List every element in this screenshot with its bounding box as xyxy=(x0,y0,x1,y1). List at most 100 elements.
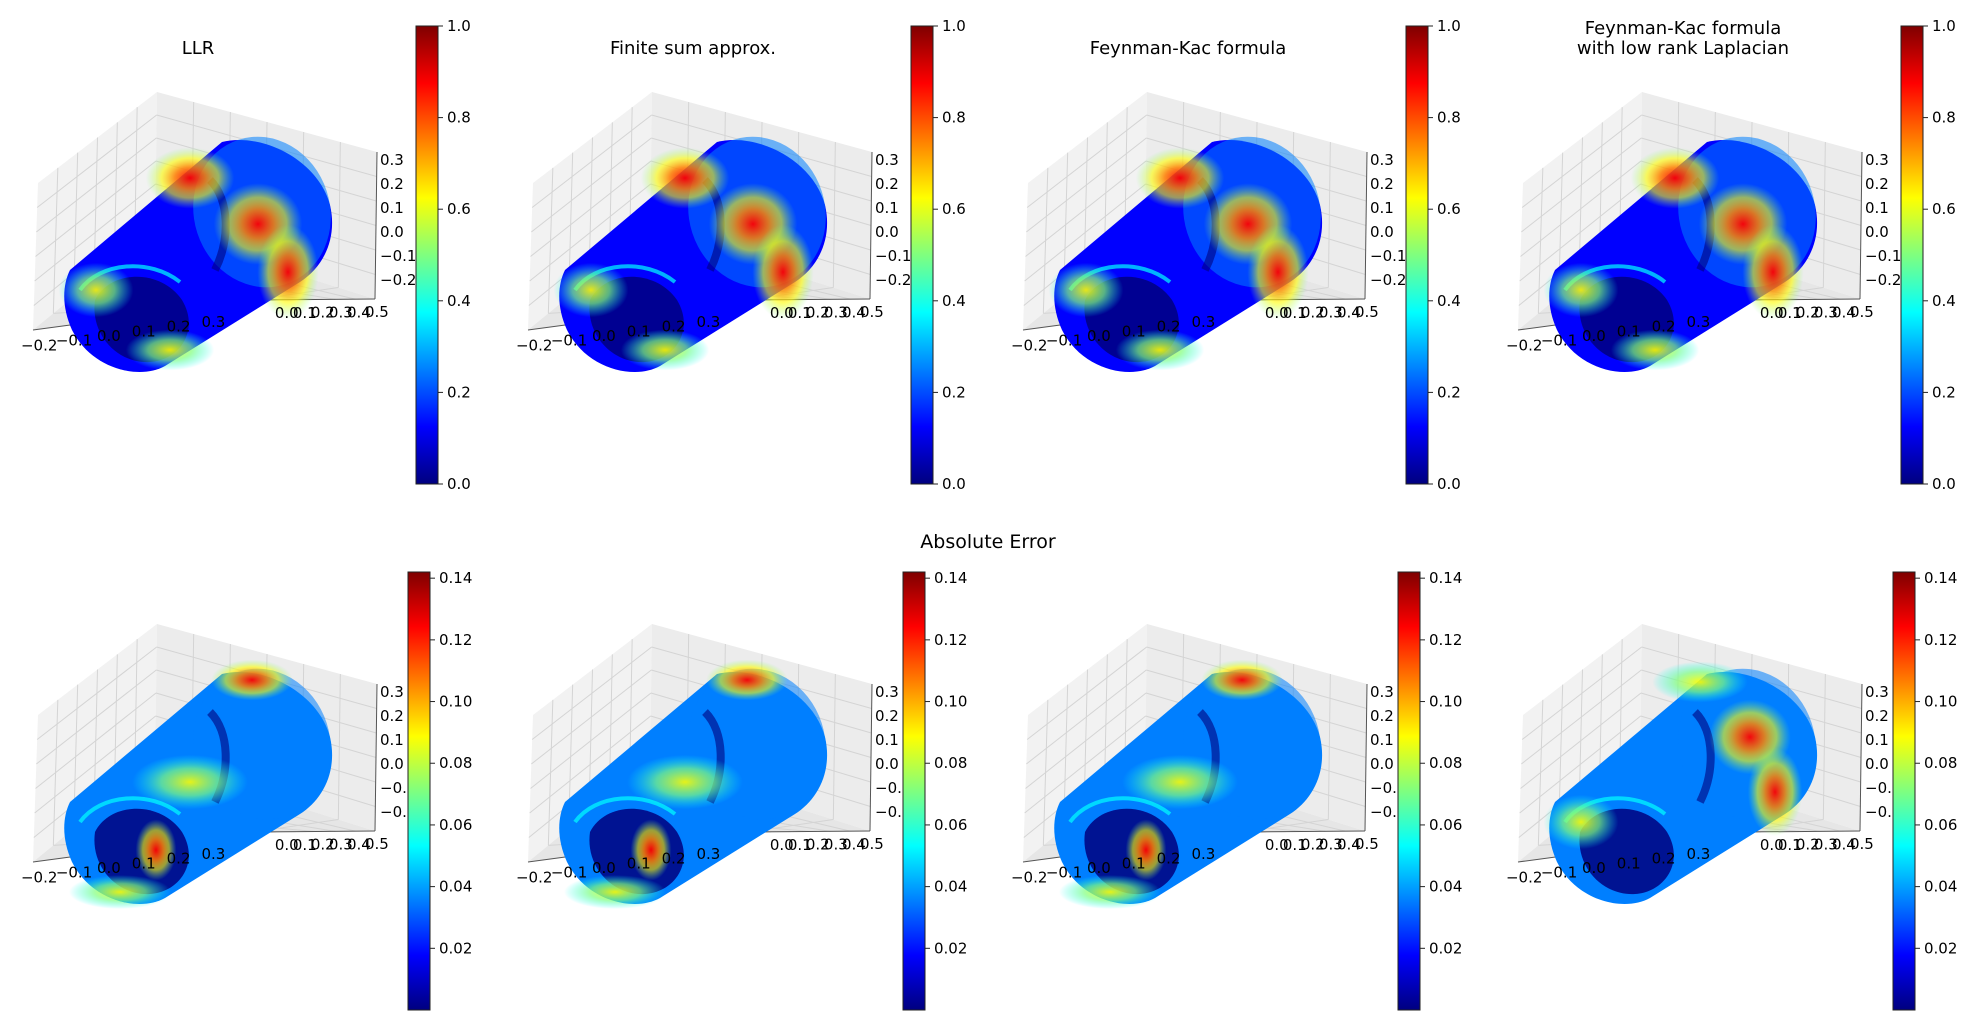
x-tick-label: 0.3 xyxy=(1191,845,1215,863)
x-tick-label: 0.1 xyxy=(1122,854,1146,872)
colorbar-tick-label: 0.12 xyxy=(439,631,472,649)
z-axis-line xyxy=(1859,151,1863,300)
hotspot-top-band xyxy=(1652,661,1748,703)
colorbar-tick-label: 0.12 xyxy=(934,631,967,649)
hotspot-inner-ring-spot xyxy=(1125,819,1167,881)
x-tick-label: −0.2 xyxy=(1011,336,1047,354)
colorbar-tick-label: 0.4 xyxy=(447,292,471,310)
hotspot-top-left-peak xyxy=(1630,147,1720,209)
y-tick-label: 0.5 xyxy=(1850,835,1874,853)
x-tick-label: 0.2 xyxy=(662,850,686,868)
colorbar-tick-label: 0.14 xyxy=(439,569,472,587)
surface xyxy=(553,136,828,372)
hotspot-bottom-edge xyxy=(125,329,215,371)
x-tick-label: 0.1 xyxy=(132,854,156,872)
y-tick-label: 0.2 xyxy=(1301,304,1325,322)
hotspot-left-ring xyxy=(553,262,629,318)
x-tick-label: 0.2 xyxy=(662,318,686,336)
x-tick-label: 0.0 xyxy=(1582,327,1606,345)
y-tick-label: 0.0 xyxy=(770,304,794,322)
surface xyxy=(559,659,828,909)
z-tick-label: 0.0 xyxy=(380,755,404,773)
y-tick-label: 0.0 xyxy=(275,836,299,854)
subplot-title-line: with low rank Laplacian xyxy=(1577,38,1789,59)
z-tick-label: 0.0 xyxy=(1370,223,1394,241)
x-tick-label: 0.2 xyxy=(1157,318,1181,336)
colorbar-tick-label: 1.0 xyxy=(1932,17,1956,35)
back-pane xyxy=(1518,624,1642,862)
x-tick-label: −0.2 xyxy=(516,868,552,886)
colorbar-tick-label: 0.04 xyxy=(1924,878,1957,896)
y-tick-label: 0.0 xyxy=(275,304,299,322)
hotspot-left-ring xyxy=(58,262,134,318)
colorbar-tick-label: 0.6 xyxy=(1932,200,1956,218)
x-tick-label: 0.2 xyxy=(1157,850,1181,868)
colorbar-tick-label: 0.08 xyxy=(439,754,472,772)
colorbar-tick-label: 0.04 xyxy=(439,878,472,896)
x-tick-label: −0.1 xyxy=(551,332,587,350)
colorbar-tick-label: 0.14 xyxy=(934,569,967,587)
x-tick-label: 0.0 xyxy=(592,327,616,345)
subplot-title: LLR xyxy=(182,38,215,59)
z-tick-label: 0.0 xyxy=(1370,755,1394,773)
z-axis-line xyxy=(869,683,873,832)
colorbar-tick-label: 0.02 xyxy=(934,939,967,957)
colorbar-tick-label: 0.6 xyxy=(447,200,471,218)
y-tick-label: 0.2 xyxy=(806,836,830,854)
colorbar-tick-label: 0.2 xyxy=(447,383,471,401)
surface xyxy=(1054,659,1323,909)
x-tick-label: −0.2 xyxy=(21,336,57,354)
colorbar-tick-label: 0.0 xyxy=(1437,475,1461,493)
hotspot-right-side xyxy=(257,224,319,320)
y-tick-label: 0.3 xyxy=(329,835,353,853)
y-tick-label: 0.5 xyxy=(1355,835,1379,853)
surface xyxy=(1543,136,1818,372)
hotspot-right-side-peak xyxy=(1747,747,1803,837)
hotspot-bottom-edge xyxy=(620,329,710,371)
z-tick-label: 0.2 xyxy=(1370,707,1394,725)
back-pane xyxy=(1518,92,1642,330)
y-tick-label: 0.5 xyxy=(365,303,389,321)
colorbar-tick-label: 0.06 xyxy=(439,816,472,834)
y-tick-label: 0.1 xyxy=(1283,304,1307,322)
x-tick-label: 0.1 xyxy=(132,322,156,340)
z-tick-label: −0.2 xyxy=(1865,271,1901,289)
colorbar-tick-label: 0.0 xyxy=(1932,475,1956,493)
row2-title: Absolute Error xyxy=(920,531,1056,553)
z-tick-label: 0.0 xyxy=(1865,755,1889,773)
y-tick-label: 0.0 xyxy=(1760,304,1784,322)
subplot-5: −0.2−0.1 0.0 0.1 0.2 0.30.00.10.20.30.40.50.… xyxy=(21,569,472,1011)
colorbar-tick-label: 0.6 xyxy=(1437,200,1461,218)
y-tick-label: 0.4 xyxy=(842,835,866,853)
subplot-title-line: Feynman-Kac formula xyxy=(1585,18,1782,39)
y-tick-label: 0.5 xyxy=(1850,303,1874,321)
colorbar-tick-label: 0.8 xyxy=(942,109,966,127)
z-tick-label: 0.0 xyxy=(875,755,899,773)
z-tick-label: 0.3 xyxy=(1370,151,1394,169)
hotspot-bottom-edge xyxy=(1610,329,1700,371)
wave-band xyxy=(1691,709,1715,804)
hotspot-top-left-peak xyxy=(640,147,730,209)
x-tick-label: 0.0 xyxy=(592,859,616,877)
z-tick-label: 0.1 xyxy=(1370,199,1394,217)
z-tick-label: 0.1 xyxy=(380,731,404,749)
x-tick-label: −0.2 xyxy=(516,336,552,354)
z-tick-label: 0.1 xyxy=(1865,731,1889,749)
y-tick-label: 0.2 xyxy=(1301,836,1325,854)
z-tick-label: 0.2 xyxy=(380,175,404,193)
colorbar xyxy=(1405,25,1429,485)
x-tick-label: −0.1 xyxy=(1541,332,1577,350)
z-axis-line xyxy=(374,683,378,832)
y-tick-label: 0.1 xyxy=(1778,304,1802,322)
hotspot-inner-ring-spot xyxy=(630,819,672,881)
y-tick-label: 0.4 xyxy=(347,303,371,321)
x-tick-label: 0.2 xyxy=(1652,850,1676,868)
z-tick-label: −0.2 xyxy=(1370,803,1406,821)
subplot-2: Finite sum approx.−0.2−0.1 0.0 0.1 0.2 0.30.… xyxy=(516,17,966,493)
hotspot-top-left-peak xyxy=(145,147,235,209)
subplot-title: Finite sum approx. xyxy=(610,38,776,59)
hotspot-top-right-band xyxy=(1201,659,1283,701)
hotspot-bottom-band xyxy=(69,875,171,909)
x-tick-label: 0.0 xyxy=(1087,327,1111,345)
